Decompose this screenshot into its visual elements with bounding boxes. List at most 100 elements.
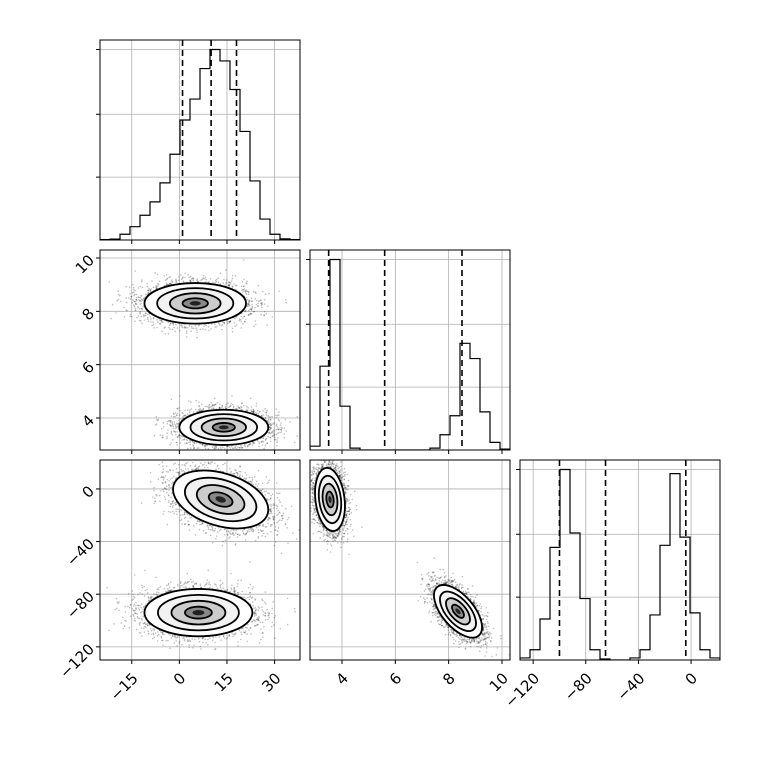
sample-point bbox=[252, 408, 254, 411]
sample-point bbox=[173, 502, 176, 504]
sample-point bbox=[171, 422, 174, 425]
sample-point bbox=[262, 437, 264, 440]
sample-point bbox=[132, 299, 134, 301]
sample-point bbox=[196, 279, 198, 282]
sample-point bbox=[209, 450, 211, 452]
density-panel-0-2 bbox=[96, 453, 301, 664]
sample-point bbox=[133, 304, 135, 306]
sample-point bbox=[134, 309, 137, 312]
sample-point bbox=[238, 446, 241, 449]
sample-point bbox=[269, 426, 271, 428]
sample-point bbox=[245, 293, 248, 296]
contour-line bbox=[168, 292, 222, 315]
sample-point bbox=[240, 321, 242, 323]
sample-point bbox=[232, 285, 234, 288]
sample-point bbox=[177, 422, 180, 425]
sample-point bbox=[268, 431, 271, 434]
sample-point bbox=[211, 404, 214, 407]
sample-point bbox=[154, 272, 156, 274]
sample-point bbox=[206, 525, 208, 527]
sample-point bbox=[245, 282, 247, 284]
sample-point bbox=[260, 301, 263, 304]
sample-point bbox=[275, 416, 278, 419]
sample-point bbox=[202, 407, 205, 410]
sample-point bbox=[226, 279, 228, 281]
sample-point bbox=[233, 283, 235, 285]
sample-point bbox=[162, 471, 164, 473]
sample-point bbox=[278, 428, 280, 431]
sample-point bbox=[172, 322, 174, 325]
sample-cluster bbox=[108, 259, 288, 339]
sample-point bbox=[245, 289, 247, 291]
sample-point bbox=[216, 456, 218, 458]
sample-point bbox=[140, 294, 142, 297]
sample-point bbox=[265, 414, 268, 416]
sample-point bbox=[251, 305, 254, 308]
sample-point bbox=[131, 301, 134, 304]
sample-point bbox=[250, 309, 253, 311]
sample-point bbox=[228, 320, 231, 323]
sample-point bbox=[199, 443, 202, 445]
sample-point bbox=[251, 444, 254, 446]
sample-point bbox=[193, 442, 196, 445]
sample-point bbox=[212, 403, 214, 406]
sample-point bbox=[276, 504, 278, 507]
sample-point bbox=[174, 430, 176, 433]
sample-point bbox=[225, 403, 227, 406]
sample-point bbox=[138, 319, 141, 322]
sample-point bbox=[218, 322, 220, 325]
sample-point bbox=[191, 461, 194, 464]
sample-point bbox=[190, 447, 192, 449]
sample-point bbox=[206, 444, 208, 447]
sample-point bbox=[149, 316, 151, 318]
sample-point bbox=[248, 303, 250, 306]
sample-point bbox=[169, 443, 171, 446]
sample-point bbox=[232, 405, 235, 408]
sample-point bbox=[141, 286, 144, 289]
sample-point bbox=[212, 407, 215, 409]
sample-point bbox=[252, 530, 254, 533]
sample-point bbox=[231, 287, 234, 289]
sample-point bbox=[128, 297, 130, 299]
sample-point bbox=[182, 415, 184, 418]
sample-point bbox=[254, 476, 256, 478]
sample-point bbox=[229, 281, 231, 284]
sample-point bbox=[175, 503, 177, 506]
sample-point bbox=[222, 282, 225, 284]
sample-point bbox=[223, 322, 225, 325]
sample-point bbox=[184, 276, 186, 279]
sample-point bbox=[234, 325, 236, 328]
sample-point bbox=[179, 442, 182, 444]
sample-point bbox=[139, 453, 141, 455]
sample-point bbox=[275, 414, 277, 417]
sample-point bbox=[252, 310, 255, 313]
sample-point bbox=[246, 405, 248, 408]
grid-lines bbox=[520, 460, 720, 660]
sample-point bbox=[208, 281, 210, 283]
sample-point bbox=[228, 406, 230, 409]
sample-point bbox=[162, 465, 164, 468]
sample-point bbox=[195, 399, 197, 402]
sample-point bbox=[129, 315, 131, 318]
sample-point bbox=[246, 305, 249, 307]
sample-point bbox=[204, 445, 207, 447]
sample-point bbox=[268, 292, 270, 295]
sample-point bbox=[262, 437, 265, 439]
sample-point bbox=[223, 321, 225, 324]
sample-point bbox=[175, 427, 177, 430]
sample-point bbox=[168, 500, 170, 502]
sample-point bbox=[272, 517, 275, 519]
sample-point bbox=[179, 435, 182, 437]
sample-point bbox=[177, 472, 180, 475]
sample-point bbox=[186, 439, 189, 442]
sample-point bbox=[187, 447, 189, 450]
sample-point bbox=[184, 465, 187, 467]
sample-point bbox=[266, 409, 269, 412]
sample-point bbox=[248, 299, 250, 302]
sample-point bbox=[243, 444, 246, 446]
sample-point bbox=[184, 327, 186, 329]
sample-point bbox=[184, 442, 186, 445]
sample-point bbox=[235, 529, 237, 532]
sample-point bbox=[155, 285, 158, 288]
sample-point bbox=[244, 310, 246, 313]
